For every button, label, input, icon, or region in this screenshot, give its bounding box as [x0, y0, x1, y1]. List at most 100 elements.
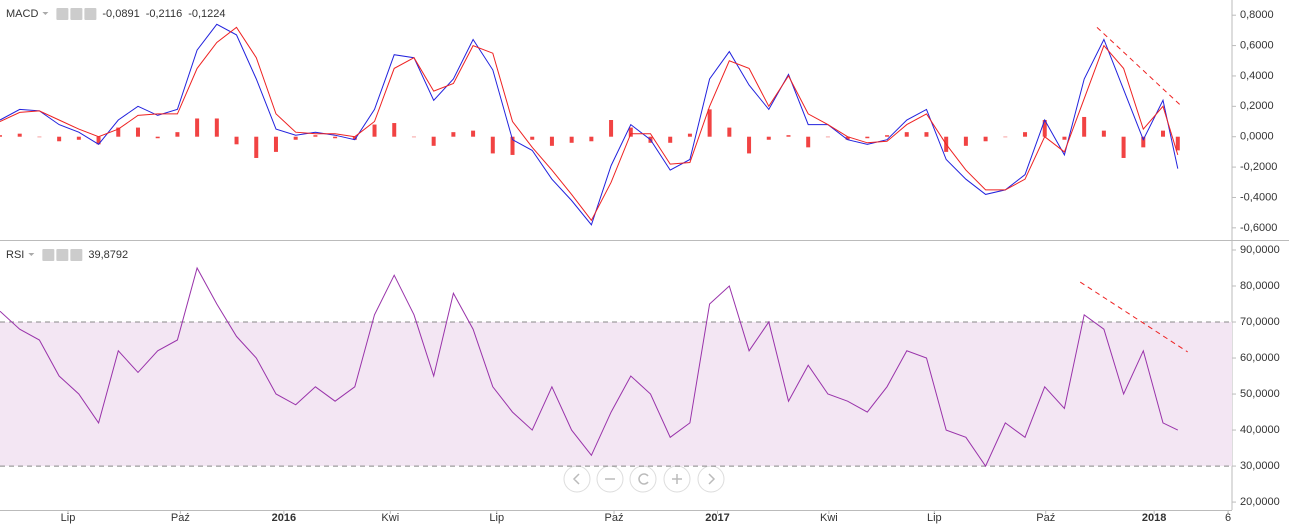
- histogram-bar: [1062, 136, 1067, 140]
- x-tick-label: Paź: [1036, 512, 1055, 524]
- control-icons: [572, 473, 716, 485]
- histogram-bar: [234, 136, 239, 145]
- histogram-bar: [490, 136, 495, 154]
- histogram-bar: [510, 136, 515, 155]
- histogram-bar: [392, 123, 397, 137]
- histogram-bar: [1101, 130, 1106, 137]
- readout-value: -0,0891: [102, 8, 139, 20]
- y-tick-label: 0,0000: [1240, 131, 1274, 143]
- histogram-bar: [1042, 120, 1047, 137]
- histogram-bar: [569, 136, 574, 143]
- histogram-bar: [293, 136, 298, 140]
- y-tick-label: 30,0000: [1240, 460, 1280, 472]
- x-tick-label: Lip: [489, 512, 504, 524]
- scroll-right-button[interactable]: [697, 465, 725, 493]
- y-tick-label: 60,0000: [1240, 352, 1280, 364]
- scroll-left-button[interactable]: [563, 465, 591, 493]
- histogram-bar: [609, 120, 614, 137]
- histogram-bar: [924, 132, 929, 137]
- histogram-bar: [904, 132, 909, 137]
- histogram-bar: [333, 136, 338, 139]
- x-tick-label: Paź: [171, 512, 190, 524]
- panel-title: RSI: [6, 249, 24, 261]
- histogram-bar: [727, 127, 732, 137]
- histogram-bar: [885, 135, 890, 137]
- histogram-bar: [668, 136, 673, 143]
- y-tick-label: 0,2000: [1240, 100, 1274, 112]
- histogram-bar: [431, 136, 436, 146]
- histogram-bar: [1175, 136, 1180, 151]
- panel-title: MACD: [6, 8, 38, 20]
- histogram-bar: [195, 118, 200, 137]
- histogram-bar: [687, 133, 692, 137]
- x-tick-label: 6: [1225, 512, 1231, 524]
- histogram-bar: [254, 136, 259, 158]
- histogram-bar: [865, 136, 870, 139]
- x-tick-label: Lip: [927, 512, 942, 524]
- histogram-bar: [411, 136, 416, 138]
- options-icon[interactable]: [70, 8, 83, 20]
- dropdown-arrow: [42, 12, 49, 15]
- x-tick-label: Kwi: [381, 512, 399, 524]
- settings-icon[interactable]: [56, 8, 69, 20]
- readout-value: -0,2116: [146, 8, 183, 20]
- histogram-bar: [1003, 136, 1008, 138]
- x-tick-label: Lip: [61, 512, 76, 524]
- y-tick-label: 80,0000: [1240, 280, 1280, 292]
- histogram-bar: [155, 136, 160, 139]
- y-tick-label: 0,8000: [1240, 9, 1274, 21]
- histogram-bar: [76, 136, 81, 140]
- histogram-bar: [786, 135, 791, 137]
- y-tick-label: 40,0000: [1240, 424, 1280, 436]
- histogram-bar: [806, 136, 811, 148]
- close-icon[interactable]: [84, 8, 97, 20]
- histogram-bar: [549, 136, 554, 146]
- y-tick-label: 20,0000: [1240, 496, 1280, 508]
- x-tick-label: 2016: [272, 512, 296, 524]
- y-tick-label: -0,2000: [1240, 161, 1277, 173]
- histogram-bar: [530, 136, 535, 140]
- histogram-bar: [589, 136, 594, 142]
- reset-button[interactable]: [629, 465, 657, 493]
- y-tick-label: 0,6000: [1240, 39, 1274, 51]
- histogram-bar: [57, 136, 62, 142]
- histogram-bar: [471, 130, 476, 137]
- y-tick-label: 70,0000: [1240, 316, 1280, 328]
- histogram-bar: [17, 133, 22, 137]
- zoom-controls: [563, 465, 725, 493]
- histogram-bar: [747, 136, 752, 154]
- dropdown-arrow: [28, 253, 35, 256]
- histogram-bar: [707, 109, 712, 137]
- histogram-bar: [1121, 136, 1126, 158]
- trend-line: [1079, 281, 1188, 353]
- close-icon[interactable]: [70, 249, 83, 261]
- y-tick-label: -0,4000: [1240, 191, 1277, 203]
- histogram-bar: [96, 136, 101, 145]
- y-tick-label: 50,0000: [1240, 388, 1280, 400]
- histogram-bar: [0, 135, 2, 137]
- series-line: [0, 26, 1179, 222]
- histogram-bar: [845, 136, 850, 140]
- series-line: [0, 266, 1179, 468]
- histogram-bar: [214, 118, 219, 137]
- histogram-bar: [116, 127, 121, 137]
- y-tick-label: -0,6000: [1240, 222, 1277, 234]
- x-tick-label: Kwi: [820, 512, 838, 524]
- band-fill: [0, 322, 1232, 467]
- x-tick-label: 2017: [705, 512, 729, 524]
- histogram-bar: [1082, 116, 1087, 137]
- histogram-bar: [37, 136, 42, 138]
- trend-line: [1096, 26, 1183, 107]
- histogram-bar: [1141, 136, 1146, 148]
- options-icon[interactable]: [56, 249, 69, 261]
- histogram-bar: [983, 136, 988, 142]
- histogram-bar: [825, 136, 830, 138]
- settings-icon[interactable]: [42, 249, 55, 261]
- histogram-bar: [273, 136, 278, 152]
- histogram-bar: [766, 136, 771, 140]
- histogram-bar: [352, 136, 357, 140]
- histogram-bar: [1161, 130, 1166, 137]
- readout-value: -0,1224: [188, 8, 225, 20]
- histogram-bar: [135, 127, 140, 137]
